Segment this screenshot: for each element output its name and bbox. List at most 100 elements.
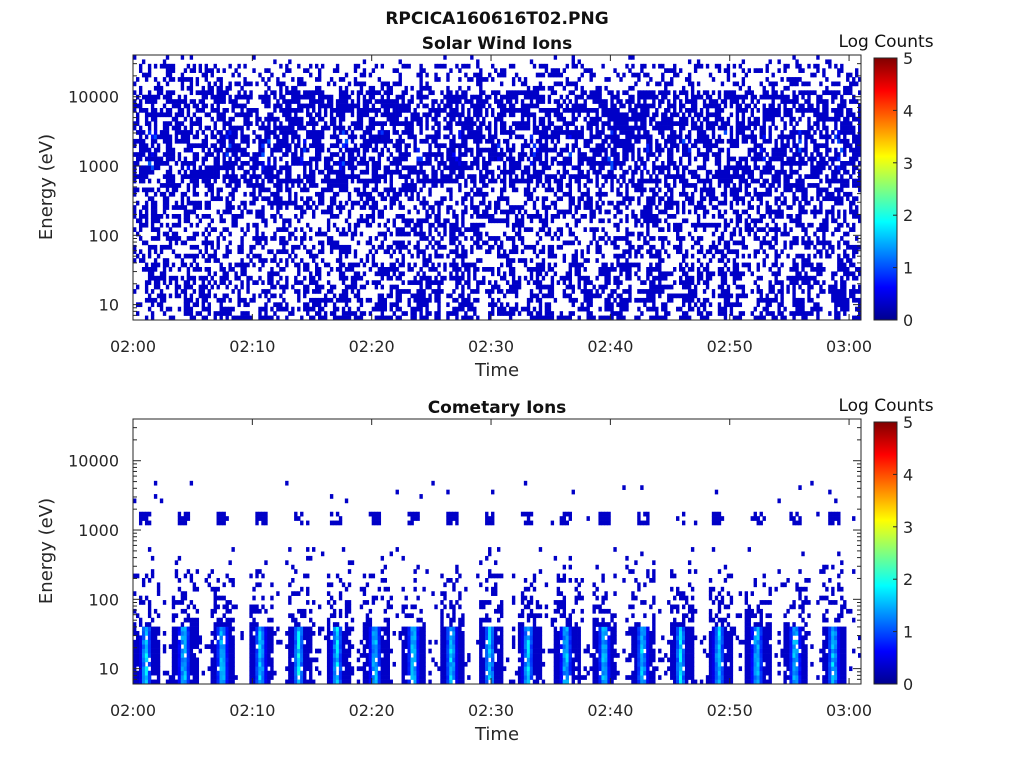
heatmap-cell (294, 161, 298, 166)
heatmap-cell (315, 302, 319, 308)
heatmap-cell (616, 311, 620, 316)
heatmap-cell (183, 205, 188, 210)
heatmap-cell (550, 90, 555, 96)
heatmap-cell (359, 315, 364, 321)
heatmap-cell (315, 262, 319, 268)
heatmap-cell (312, 315, 316, 321)
heatmap-cell (374, 99, 379, 104)
heatmap-cell (204, 174, 208, 179)
heatmap-cell (398, 156, 402, 162)
heatmap-cell (443, 116, 447, 122)
heatmap-cell (392, 302, 396, 308)
heatmap-cell (455, 227, 459, 232)
heatmap-cell (586, 125, 590, 131)
heatmap-cell (347, 94, 352, 100)
heatmap-cell (491, 174, 495, 179)
heatmap-cell (559, 227, 564, 232)
heatmap-cell (180, 200, 185, 206)
heatmap-cell (404, 244, 408, 250)
heatmap-cell (341, 152, 346, 157)
heatmap-cell (216, 209, 220, 215)
heatmap-cell (616, 200, 620, 206)
heatmap-cell (350, 284, 355, 290)
heatmap-cell (368, 267, 373, 272)
heatmap-cell (419, 249, 423, 255)
heatmap-cell (213, 249, 217, 255)
heatmap-cell (502, 108, 507, 113)
heatmap-cell (604, 174, 608, 179)
heatmap-cell (640, 116, 644, 122)
heatmap-cell (476, 214, 480, 219)
heatmap-cell (482, 103, 486, 109)
heatmap-cell (383, 222, 387, 228)
heatmap-cell (437, 63, 441, 69)
heatmap-cell (279, 81, 283, 87)
heatmap-cell (517, 284, 522, 290)
heatmap-cell (625, 231, 629, 237)
heatmap-cell (592, 161, 596, 166)
heatmap-cell (141, 94, 146, 100)
heatmap-cell (479, 178, 483, 184)
heatmap-cell (356, 240, 361, 246)
heatmap-cell (449, 275, 453, 281)
heatmap-cell (303, 103, 307, 109)
heatmap-cell (297, 125, 301, 131)
heatmap-cell (195, 143, 200, 149)
heatmap-cell (288, 121, 292, 126)
heatmap-cell (574, 249, 578, 255)
heatmap-cell (234, 156, 238, 162)
heatmap-cell (610, 315, 614, 321)
heatmap-cell (338, 147, 343, 153)
heatmap-cell (529, 112, 534, 118)
heatmap-cell (228, 165, 232, 171)
heatmap-cell (368, 191, 373, 197)
heatmap-cell (359, 302, 364, 308)
heatmap-cell (431, 169, 435, 175)
heatmap-cell (440, 280, 444, 285)
heatmap-cell (258, 143, 262, 149)
heatmap-cell (595, 143, 599, 149)
heatmap-cell (183, 99, 188, 104)
heatmap-cell (517, 134, 522, 140)
heatmap-cell (577, 130, 581, 135)
heatmap-cell (153, 63, 158, 69)
heatmap-cell (452, 138, 456, 144)
heatmap-cell (476, 267, 480, 272)
heatmap-cell (437, 240, 441, 246)
heatmap-cell (556, 125, 561, 131)
heatmap-cell (488, 156, 492, 162)
heatmap-cell (183, 280, 188, 285)
heatmap-cell (625, 147, 629, 153)
heatmap-cell (207, 302, 211, 308)
heatmap-cell (526, 214, 531, 219)
heatmap-cell (404, 289, 408, 294)
heatmap-cell (273, 59, 277, 65)
heatmap-cell (520, 156, 525, 162)
heatmap-cell (407, 262, 411, 268)
heatmap-cell (356, 271, 361, 277)
heatmap-cell (395, 68, 399, 73)
heatmap-cell (637, 200, 641, 206)
heatmap-cell (446, 253, 450, 259)
heatmap-cell (156, 218, 161, 224)
heatmap-cell (380, 99, 385, 104)
heatmap-cell (168, 169, 173, 175)
heatmap-cell (428, 293, 432, 299)
heatmap-cell (147, 94, 152, 100)
heatmap-cell (356, 147, 361, 153)
heatmap-cell (234, 134, 238, 140)
heatmap-cell (255, 231, 259, 237)
heatmap-cell (538, 267, 543, 272)
heatmap-cell (544, 214, 549, 219)
heatmap-cell (153, 205, 158, 210)
heatmap-cell (520, 152, 525, 157)
heatmap-cell (464, 116, 468, 122)
heatmap-cell (183, 77, 188, 82)
heatmap-cell (434, 297, 438, 303)
heatmap-cell (449, 311, 453, 316)
heatmap-cell (279, 196, 283, 202)
heatmap-cell (610, 174, 614, 179)
heatmap-cell (228, 205, 232, 210)
heatmap-cell (586, 196, 590, 202)
heatmap-cell (294, 200, 298, 206)
